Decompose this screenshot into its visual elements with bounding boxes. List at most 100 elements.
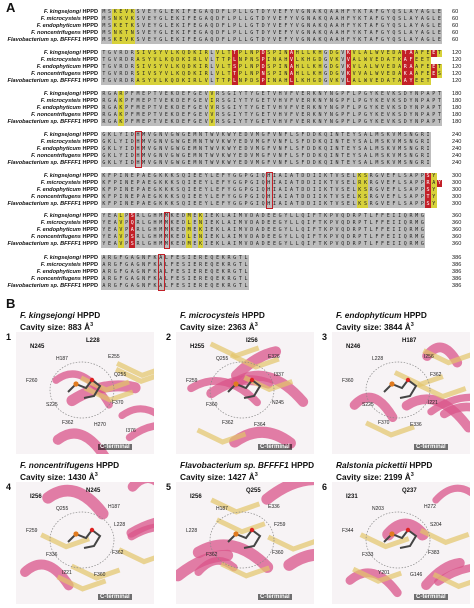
residue-cell: E bbox=[345, 146, 352, 153]
residue-cell: K bbox=[385, 146, 392, 153]
residue-cell: A bbox=[413, 71, 420, 78]
gene-suffix: HPPD bbox=[80, 50, 98, 56]
residue-cell: H bbox=[152, 234, 158, 241]
residue-label: F336 bbox=[46, 552, 58, 558]
residue-cell: A bbox=[425, 105, 431, 112]
residue-cell: Y bbox=[322, 98, 329, 105]
residue-cell: E bbox=[237, 160, 244, 167]
residue-cell: G bbox=[231, 201, 238, 208]
residue-cell: I bbox=[231, 105, 238, 112]
position-number: 180 bbox=[452, 105, 462, 111]
residue-cell: V bbox=[123, 16, 130, 23]
residue-cell: M bbox=[101, 30, 107, 37]
residue-cell: E bbox=[192, 16, 198, 23]
residue-cell: L bbox=[243, 9, 249, 16]
residue-cell: R bbox=[351, 241, 357, 248]
residue-cell: I bbox=[283, 173, 289, 180]
oxygen-atom bbox=[405, 527, 411, 533]
residue-cell: E bbox=[271, 220, 278, 227]
alignment-row: F. endophyticum HPPD A R G F G A G N F K A L F E S I E R E Q… bbox=[0, 269, 474, 276]
residue-cell: D bbox=[305, 194, 312, 201]
residue-cell: S bbox=[140, 78, 147, 85]
residue-cell: F bbox=[283, 132, 289, 139]
alignment-row: Flavobacterium sp. BFFFF1 HPPD T G V R D R A S Y V… bbox=[0, 78, 474, 85]
residue-cell: L bbox=[209, 50, 215, 57]
residue-cell: Y bbox=[288, 37, 295, 44]
residue-cell: V bbox=[163, 64, 170, 71]
residue-cell: A bbox=[112, 91, 119, 98]
residue-cell: V bbox=[112, 78, 119, 85]
residue-cell: N bbox=[140, 262, 147, 269]
residue-cell: G bbox=[413, 139, 420, 146]
residue-cell: V bbox=[351, 64, 357, 71]
residue-cell: I bbox=[311, 180, 318, 187]
residue-cell: T bbox=[317, 213, 323, 220]
residue-cell: E bbox=[106, 227, 113, 234]
residue-cell: L bbox=[209, 187, 215, 194]
residue-cell: V bbox=[334, 220, 340, 227]
residue-cell: E bbox=[379, 105, 386, 112]
residue-cell: T bbox=[203, 132, 210, 139]
structure-species: Ralstonia pickettii bbox=[336, 460, 408, 470]
residue-cell: P bbox=[135, 180, 141, 187]
residue-cell: V bbox=[112, 50, 119, 57]
residue-cell: A bbox=[277, 173, 283, 180]
position-number: 180 bbox=[452, 112, 462, 118]
residue-cell: A bbox=[254, 220, 261, 227]
position-number: 120 bbox=[452, 64, 462, 70]
residue-cell: E bbox=[277, 16, 283, 23]
residue-cell: D bbox=[311, 146, 318, 153]
residue-cell: E bbox=[300, 112, 306, 119]
residue-cell: P bbox=[112, 173, 119, 180]
residue-cell: N bbox=[413, 105, 420, 112]
residue-cell: G bbox=[180, 146, 187, 153]
residue-cell: V bbox=[214, 64, 221, 71]
residue-cell: E bbox=[192, 262, 198, 269]
residue-cell: A bbox=[419, 23, 426, 30]
residue-cell: K bbox=[163, 201, 170, 208]
residue-cell: A bbox=[157, 269, 164, 276]
residue-cell: E bbox=[192, 234, 198, 241]
residue-cell: E bbox=[169, 16, 175, 23]
residue-cell: R bbox=[305, 91, 312, 98]
residue-cell: D bbox=[402, 112, 409, 119]
residue-cell: G bbox=[152, 139, 158, 146]
helix-ribbon bbox=[349, 392, 398, 422]
residue-cell: L bbox=[112, 132, 119, 139]
residue-cell: G bbox=[260, 160, 266, 167]
residue-cell: T bbox=[362, 23, 369, 30]
residue-cell: D bbox=[214, 23, 221, 30]
residue-cell: D bbox=[305, 139, 312, 146]
residue-cell: H bbox=[265, 180, 272, 187]
residue-cell: S bbox=[135, 64, 141, 71]
residue-cell: Y bbox=[385, 9, 392, 16]
residue-cell: V bbox=[334, 173, 340, 180]
residue-cell: D bbox=[186, 50, 192, 57]
residue-cell: R bbox=[106, 276, 113, 283]
residue-cell: Q bbox=[300, 213, 306, 220]
residue-cell: I bbox=[118, 194, 124, 201]
residue-cell: G bbox=[300, 9, 306, 16]
structure-species: F. endophyticum bbox=[336, 310, 402, 320]
residue-cell: M bbox=[135, 91, 141, 98]
residue-cell: Y bbox=[351, 9, 357, 16]
residue-cell: R bbox=[129, 71, 136, 78]
residue-cell: G bbox=[231, 173, 238, 180]
alignment-row: F. noncentrifugens HPPD Y E A V P S R L G H M M K E D L E… bbox=[0, 234, 474, 241]
residue-cell: G bbox=[192, 98, 198, 105]
residue-cell: V bbox=[391, 153, 397, 160]
residue-cell: R bbox=[368, 173, 374, 180]
residue-cell: S bbox=[140, 57, 147, 64]
residue-label: F259 bbox=[186, 378, 198, 384]
residue-cell: E bbox=[186, 160, 192, 167]
residue-cell: I bbox=[277, 50, 283, 57]
residue-cell: H bbox=[277, 105, 283, 112]
residue-cell: R bbox=[226, 262, 232, 269]
residue-cell: M bbox=[413, 241, 420, 248]
residue-cell: G bbox=[260, 153, 266, 160]
structure-index: 1 bbox=[6, 332, 12, 342]
residue-cell: L bbox=[186, 220, 192, 227]
residue-cell: F bbox=[311, 220, 318, 227]
species-name: F. kingsejongi bbox=[43, 91, 81, 97]
